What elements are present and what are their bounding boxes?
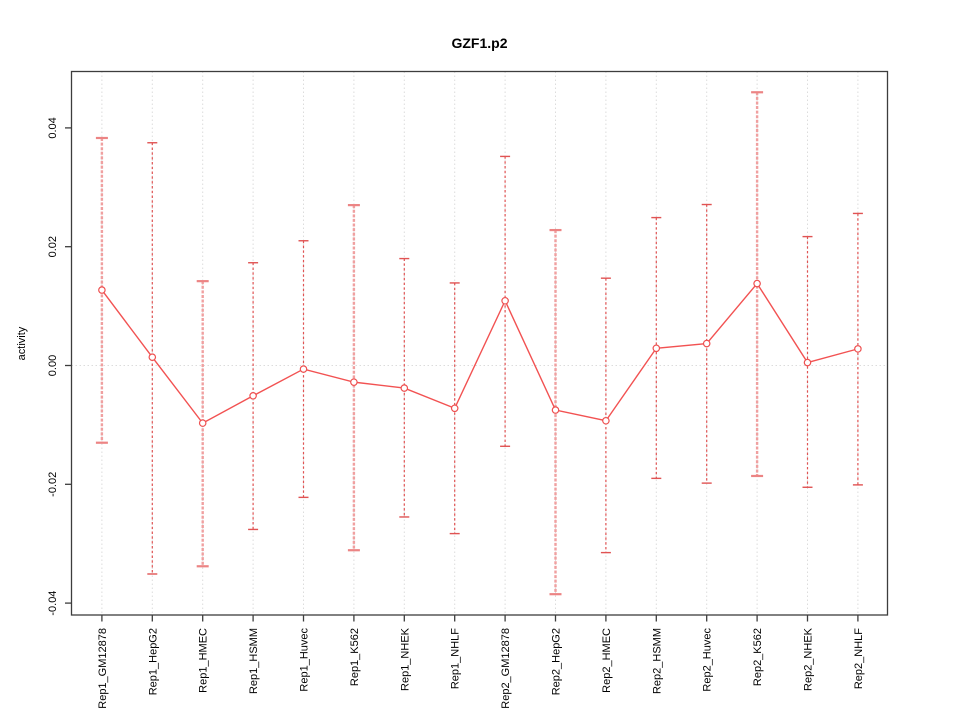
x-tick-label: Rep2_HepG2 — [551, 628, 563, 695]
y-tick-label: -0.02 — [47, 472, 59, 497]
error-bar — [196, 280, 209, 568]
y-axis-label: activity — [16, 326, 28, 360]
error-bar — [147, 142, 158, 575]
x-tick-label: Rep1_HMEC — [198, 628, 210, 693]
grid-layer — [71, 71, 888, 615]
data-point-marker — [350, 378, 358, 386]
x-tick-label: Rep2_K562 — [752, 628, 764, 686]
error-bar — [347, 204, 360, 552]
data-point-marker — [551, 406, 560, 414]
x-tick-label: Rep2_HSMM — [651, 628, 663, 694]
x-tick-label: Rep1_HSMM — [248, 628, 260, 694]
x-tick-label: Rep2_HMEC — [601, 628, 613, 693]
x-tick-label: Rep2_NHEK — [803, 627, 815, 691]
plot-border — [70, 70, 889, 616]
data-layer — [95, 91, 863, 596]
x-tick-label: Rep2_GM12878 — [500, 628, 512, 709]
data-point-marker — [450, 404, 459, 413]
error-bar — [399, 257, 410, 518]
data-point-marker — [602, 416, 610, 425]
y-tick-label: -0.04 — [47, 591, 59, 616]
data-point-marker — [148, 353, 157, 361]
data-point-marker — [854, 345, 862, 353]
x-tick-label: Rep2_Huvec — [702, 628, 714, 692]
chart-title: GZF1.p2 — [451, 35, 507, 51]
x-tick-label: Rep1_GM12878 — [97, 628, 109, 709]
x-tick-label: Rep1_NHEK — [399, 627, 411, 691]
error-bar — [751, 91, 764, 478]
axis-layer: 0.04 0.02 0.00 -0.02 -0.04 Rep1_GM12878 Rep1_H… — [47, 70, 889, 709]
data-point-marker — [753, 279, 761, 288]
data-point-marker — [702, 339, 711, 348]
data-point-marker — [198, 419, 207, 427]
error-bar — [248, 262, 259, 531]
y-tick-label: 0.04 — [47, 117, 59, 138]
data-point-marker — [803, 358, 812, 367]
error-bar — [298, 240, 309, 499]
data-point-marker — [400, 384, 409, 392]
x-tick-label: Rep1_HepG2 — [147, 628, 159, 695]
data-line — [101, 282, 859, 425]
y-tick-label: 0.00 — [47, 355, 59, 376]
data-point-marker — [249, 391, 257, 400]
y-tick-label: 0.02 — [47, 236, 59, 257]
data-point-marker — [652, 344, 661, 353]
x-tick-label: Rep1_Huvec — [299, 628, 311, 692]
data-point-marker — [299, 365, 308, 373]
data-point-marker — [98, 286, 106, 294]
x-tick-label: Rep2_NHLF — [853, 628, 865, 689]
x-tick-label: Rep1_K562 — [349, 628, 361, 686]
error-bar — [600, 277, 611, 554]
data-point-marker — [501, 296, 509, 305]
x-tick-label: Rep1_NHLF — [450, 628, 462, 689]
